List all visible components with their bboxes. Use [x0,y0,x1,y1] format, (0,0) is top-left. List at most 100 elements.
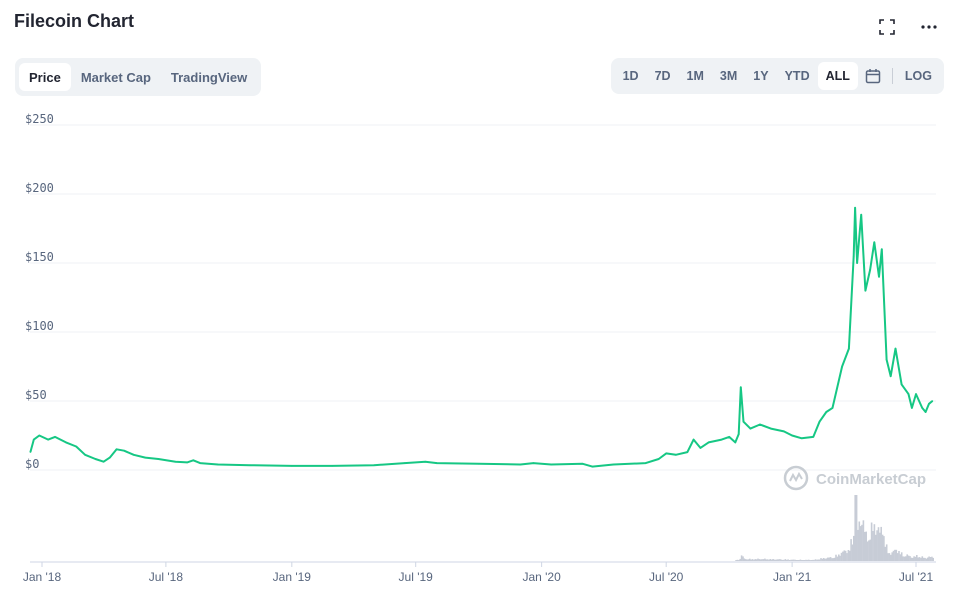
volume-bar [742,556,744,561]
price-point [144,456,147,459]
volume-bar [766,559,769,561]
volume-bar [807,559,810,561]
range-all[interactable]: ALL [817,62,858,90]
volume-bar [750,559,752,561]
price-point [32,438,35,441]
price-point [889,375,892,377]
price-point [841,365,843,368]
price-point [856,262,858,264]
price-point [686,451,689,453]
volume-bar [812,559,814,561]
price-point [728,436,730,438]
volume-bar [818,559,821,561]
volume-bar [754,559,757,561]
y-tick-label: $50 [25,388,47,402]
price-point [550,463,553,466]
volume-bar [832,558,835,561]
range-1m[interactable]: 1M [686,69,704,83]
price-point [192,459,195,462]
volume-bar [842,551,844,561]
volume-bar [866,541,869,561]
volume-bar [931,556,933,561]
volume-bar [816,559,818,561]
volume-bar [794,559,796,561]
volume-bar [921,556,924,561]
volume-bar [757,558,759,561]
price-point [403,462,406,464]
price-points [29,207,934,468]
volume-bar [839,555,841,561]
price-point [54,436,56,438]
price-point [869,269,871,271]
price-point [921,407,923,409]
price-point [770,427,772,430]
volume-bar [831,558,833,561]
log-scale-toggle[interactable]: LOG [904,69,932,83]
more-icon[interactable] [918,16,940,38]
tab-tradingview[interactable]: TradingView [170,69,248,85]
volume-bar [805,559,807,561]
price-point [854,207,856,209]
volume-bar [899,554,902,561]
y-tick-label: $150 [25,250,54,264]
range-3m[interactable]: 3M [719,69,738,83]
volume-bar [806,559,809,561]
price-point [928,402,930,405]
volume-bar [784,559,787,561]
volume-bar [777,559,780,561]
tab-price[interactable]: Price [19,63,71,91]
volume-bar [814,559,817,561]
volume-bar [914,556,917,561]
x-tick-label: Jan '19 [273,570,312,584]
logo-mark [789,471,803,483]
watermark-text: CoinMarketCap [816,471,926,488]
range-7d[interactable]: 7D [654,69,671,83]
tab-market-cap[interactable]: Market Cap [80,69,151,85]
range-1d[interactable]: 1D [622,69,639,83]
volume-bar [775,559,777,561]
calendar-icon[interactable] [858,62,888,90]
volume-bar [751,559,754,561]
volume-bar [827,557,829,561]
range-ytd[interactable]: YTD [784,69,810,83]
volume-bar [929,557,932,561]
price-point [707,441,710,444]
price-point [477,462,480,465]
volume-bar [873,524,876,561]
x-tick-label: Jan '18 [23,570,62,584]
fullscreen-icon[interactable] [876,16,898,38]
price-point [644,462,647,464]
price-point [102,460,105,463]
price-point [436,462,438,464]
volume-bar [792,559,795,561]
range-selector: 1D 7D 1M 3M 1Y YTD ALL LOG [610,58,944,94]
volume-bar [758,559,761,561]
volume-bar [874,534,877,561]
volume-bar [870,522,873,561]
coinmarketcap-logo-icon [783,465,809,491]
range-1y[interactable]: 1Y [753,69,769,83]
volume-bar [848,550,851,561]
volume-bar [764,558,766,561]
price-point [65,441,67,444]
volume-bar [783,559,785,561]
price-point [186,461,188,464]
price-point [199,462,201,464]
price-point [591,465,594,468]
price-point [734,441,737,444]
volume-bar [801,560,803,561]
price-point [720,438,723,441]
volume-bar [825,558,828,561]
price-point [108,456,111,459]
price-point [115,448,118,451]
volume-bar [787,559,789,561]
volume-bar [903,556,906,561]
volume-bar [861,524,863,561]
price-point [900,383,903,386]
price-point [852,255,855,257]
volume-bar [820,558,822,561]
page-title: Filecoin Chart [14,11,135,31]
volume-bar [786,559,788,561]
price-point [612,463,615,466]
volume-bar [920,557,922,561]
